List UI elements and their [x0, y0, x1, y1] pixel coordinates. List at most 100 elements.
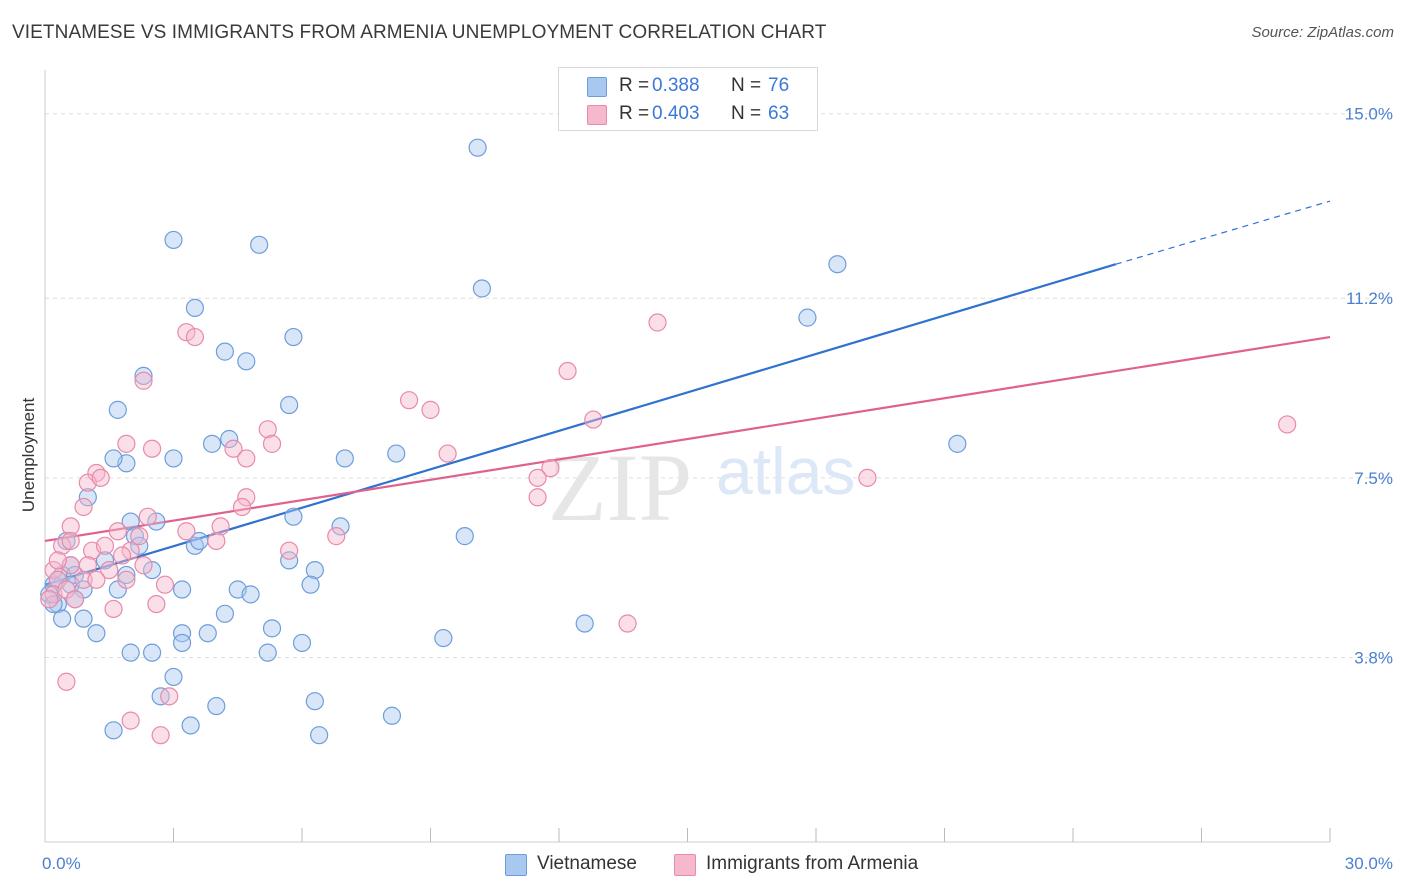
point-armenia: [91, 468, 110, 487]
point-armenia: [74, 570, 93, 589]
point-vietnamese: [468, 138, 487, 157]
x-tick-label: 30.0%: [1345, 854, 1393, 873]
point-vietnamese: [310, 726, 329, 745]
point-armenia: [108, 522, 127, 541]
point-vietnamese: [280, 395, 299, 415]
point-armenia: [1278, 415, 1297, 434]
point-armenia: [327, 527, 346, 546]
legend-r-label: R =: [619, 75, 650, 96]
point-armenia: [618, 614, 637, 633]
point-vietnamese: [798, 308, 817, 327]
correlation-legend: R = 0.388 N = 76 R = 0.403 N = 63: [558, 67, 818, 131]
legend-r-value: 0.403: [652, 103, 700, 124]
legend-r-value: 0.388: [652, 75, 700, 96]
point-vietnamese: [53, 609, 72, 628]
watermark-zip: ZIP: [548, 434, 692, 541]
point-vietnamese: [117, 565, 136, 585]
legend-swatch-armenia: [587, 105, 607, 125]
point-armenia: [648, 313, 667, 332]
point-vietnamese: [74, 609, 93, 628]
point-armenia: [262, 434, 282, 453]
point-armenia: [280, 541, 299, 560]
point-vietnamese: [40, 585, 59, 604]
point-vietnamese: [181, 716, 200, 735]
legend-row-vietnamese: R = 0.388 N = 76: [559, 73, 817, 99]
trendline-vietnamese-extension: [1115, 200, 1331, 265]
point-vietnamese: [241, 585, 260, 604]
point-vietnamese: [164, 667, 183, 687]
point-vietnamese: [250, 235, 269, 254]
legend-row-armenia: R = 0.403 N = 63: [559, 101, 817, 127]
point-armenia: [74, 497, 93, 517]
point-armenia: [224, 439, 243, 458]
point-vietnamese: [121, 512, 140, 531]
y-tick-label: 3.8%: [1354, 648, 1393, 667]
point-vietnamese: [280, 551, 299, 570]
point-vietnamese: [284, 507, 303, 526]
point-armenia: [61, 517, 80, 536]
y-tick-label: 15.0%: [1345, 105, 1393, 124]
point-vietnamese: [387, 444, 406, 463]
gridlines: [45, 113, 1390, 658]
point-vietnamese: [220, 429, 239, 449]
point-armenia: [211, 517, 230, 536]
point-armenia: [207, 531, 226, 551]
point-armenia: [48, 551, 67, 570]
point-armenia: [53, 536, 72, 555]
point-vietnamese: [198, 624, 217, 643]
point-armenia: [40, 590, 59, 609]
watermark: ZIP atlas: [548, 434, 855, 541]
point-vietnamese: [78, 488, 97, 507]
point-vietnamese: [87, 624, 106, 643]
point-armenia: [155, 575, 175, 594]
point-armenia: [95, 536, 115, 555]
point-armenia: [65, 590, 85, 609]
point-vietnamese: [142, 643, 162, 662]
trendline-armenia: [44, 335, 1331, 543]
point-vietnamese: [134, 366, 153, 385]
x-tick-label: 0.0%: [42, 854, 81, 873]
point-armenia: [258, 420, 277, 439]
point-armenia: [584, 410, 603, 429]
point-vietnamese: [575, 614, 594, 633]
point-armenia: [399, 391, 419, 410]
point-vietnamese: [331, 517, 350, 536]
point-armenia: [177, 522, 196, 541]
point-vietnamese: [828, 255, 847, 274]
point-armenia: [121, 541, 140, 560]
point-armenia: [138, 507, 157, 526]
point-armenia: [858, 468, 877, 487]
point-vietnamese: [164, 230, 183, 250]
data-points: [40, 109, 1297, 745]
point-vietnamese: [472, 279, 491, 298]
trendline-vietnamese: [44, 263, 1117, 586]
point-vietnamese: [164, 449, 183, 468]
point-armenia: [87, 570, 106, 589]
point-armenia: [528, 468, 547, 487]
point-vietnamese: [237, 352, 256, 371]
point-armenia: [147, 594, 166, 614]
point-vietnamese: [207, 696, 226, 716]
legend-swatch-vietnamese: [505, 854, 527, 876]
legend-label-vietnamese: Vietnamese: [537, 853, 637, 874]
source-label: Source: ZipAtlas.com: [1251, 24, 1394, 41]
point-vietnamese: [455, 527, 474, 546]
point-armenia: [117, 570, 136, 589]
point-armenia: [558, 361, 577, 381]
point-armenia: [104, 599, 123, 619]
point-armenia: [78, 556, 97, 575]
point-armenia: [232, 497, 252, 517]
point-vietnamese: [121, 643, 140, 662]
point-armenia: [528, 488, 547, 507]
legend-n-label: N =: [731, 103, 762, 124]
legend-r-label: R =: [619, 103, 650, 124]
point-vietnamese: [335, 449, 354, 468]
point-vietnamese: [95, 551, 115, 570]
tick-labels: 3.8% 7.5% 11.2% 15.0% 0.0% 30.0%: [42, 105, 1393, 873]
y-tick-label: 7.5%: [1354, 469, 1393, 488]
legend-swatch-armenia: [674, 854, 696, 876]
point-armenia: [237, 449, 256, 468]
point-vietnamese: [142, 561, 162, 580]
point-vietnamese: [948, 434, 967, 453]
